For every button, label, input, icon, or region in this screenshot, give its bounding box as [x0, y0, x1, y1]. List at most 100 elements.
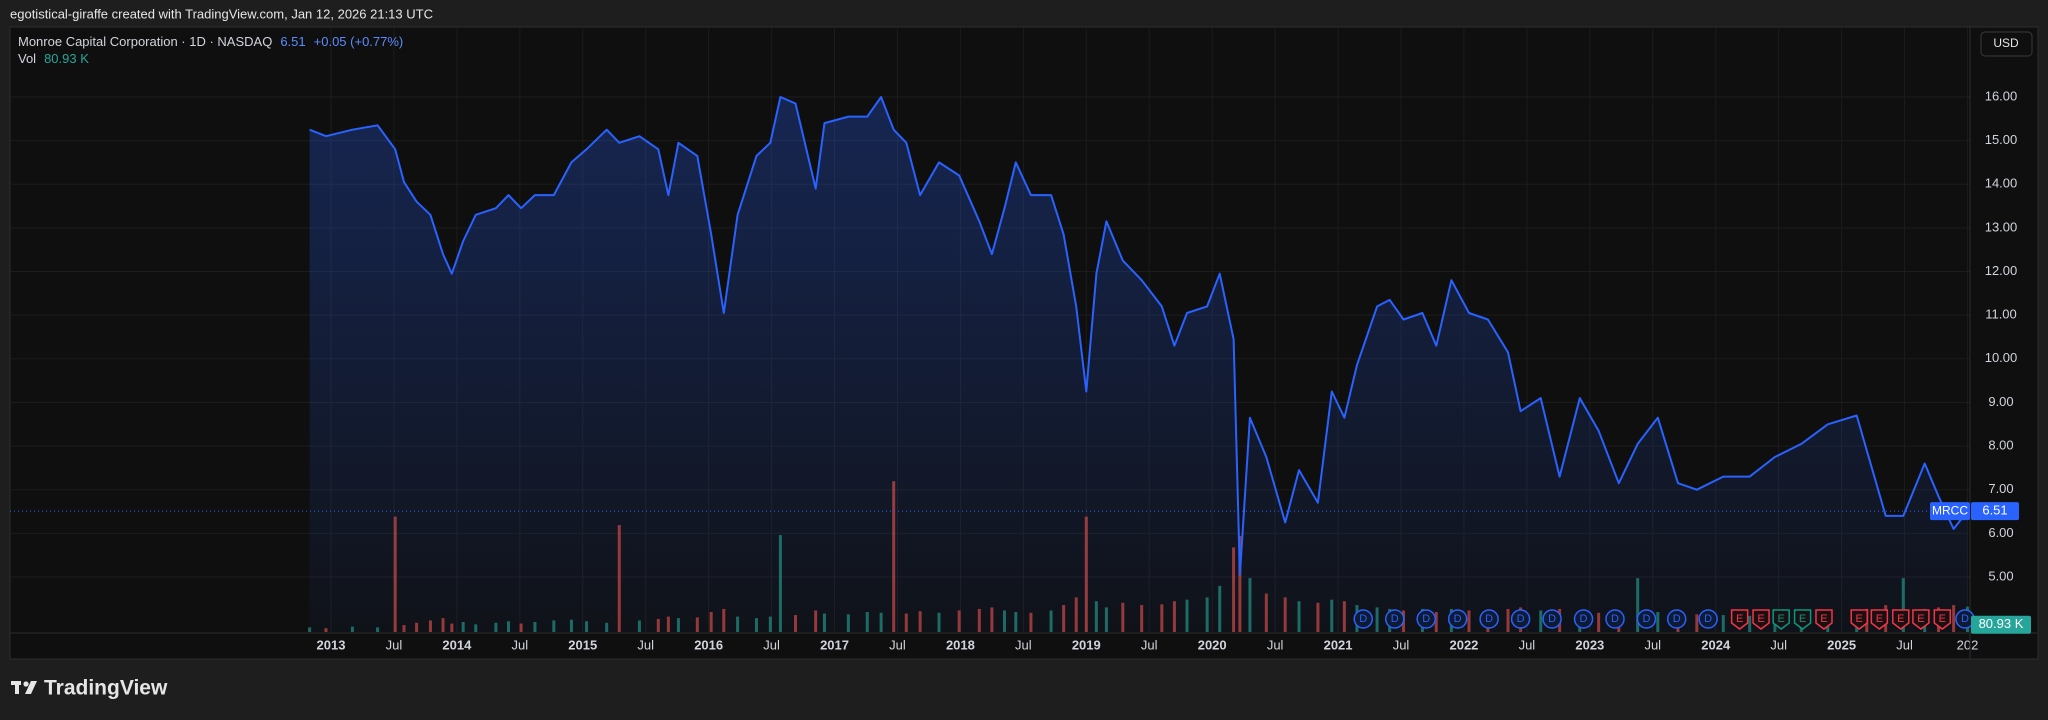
x-tick-label: 2016	[694, 637, 723, 652]
earnings-marker	[1912, 609, 1930, 630]
y-tick-label: 14.00	[1985, 176, 2018, 191]
volume-bar	[494, 622, 498, 632]
volume-bar	[1140, 605, 1144, 632]
x-tick-label: Jul	[889, 637, 906, 652]
volume-bar	[376, 627, 380, 632]
volume-bar	[1721, 615, 1725, 632]
volume-bar	[1049, 610, 1053, 632]
chart-title: Monroe Capital Corporation · 1D · NASDAQ	[18, 34, 272, 49]
volume-bar	[1062, 605, 1066, 632]
event-label: D	[1580, 613, 1588, 625]
volume-bar	[736, 616, 740, 632]
volume-bar	[768, 616, 772, 632]
event-label: D	[1391, 613, 1399, 625]
y-tick-label: 11.00	[1985, 307, 2017, 322]
y-tick-label: 6.00	[1988, 525, 2013, 540]
x-tick-label: Jul	[512, 637, 529, 652]
volume-bar	[1232, 547, 1236, 632]
volume-bar	[918, 611, 922, 632]
event-label: D	[1517, 613, 1525, 625]
volume-bar	[754, 618, 758, 632]
dividend-marker	[1447, 609, 1468, 629]
volume-bar	[1104, 607, 1108, 632]
symbol-tag-label: MRCC	[1932, 503, 1968, 517]
earnings-marker	[1772, 609, 1790, 630]
dividend-marker	[1416, 609, 1436, 629]
volume-bar	[722, 608, 726, 632]
volume-bar	[1084, 516, 1088, 632]
event-label: E	[1820, 613, 1827, 625]
dividend-marker	[1384, 609, 1405, 629]
volume-bar	[822, 613, 826, 632]
volume-bar	[656, 618, 660, 632]
event-label: D	[1704, 613, 1712, 625]
x-tick-label: 2013	[317, 637, 346, 652]
event-label: E	[1856, 613, 1863, 625]
y-tick-label: 12.00	[1985, 263, 2018, 278]
event-label: D	[1961, 613, 1969, 625]
volume-bar	[990, 607, 994, 632]
volume-bar	[1656, 612, 1660, 632]
volume-bar	[1375, 607, 1379, 632]
volume-bar	[519, 623, 523, 632]
y-tick-label: 13.00	[1985, 219, 2018, 234]
x-tick-label: Jul	[1519, 637, 1536, 652]
dividend-marker	[1479, 609, 1499, 629]
volume-tag	[1971, 615, 2031, 634]
volume-bar	[695, 617, 699, 632]
volume-bar	[794, 615, 798, 632]
x-tick-label: Jul	[1896, 637, 1913, 652]
event-label: D	[1454, 613, 1462, 625]
last-price: 6.51	[280, 34, 305, 49]
x-tick-label: Jul	[1644, 637, 1661, 652]
dividend-marker	[1510, 609, 1531, 629]
volume-bar	[441, 618, 445, 632]
y-tick-label: 10.00	[1985, 350, 2018, 365]
volume-bar	[1636, 578, 1640, 632]
volume-bar	[1264, 593, 1268, 632]
volume-bar	[1172, 601, 1176, 632]
volume-bar	[1316, 602, 1320, 632]
y-tick-label: 7.00	[1988, 481, 2013, 496]
x-tick-label: Jul	[763, 637, 780, 652]
event-label: E	[1917, 613, 1924, 625]
volume-bar	[937, 612, 941, 632]
volume-bar	[324, 628, 328, 632]
x-tick-label: Jul	[1015, 637, 1032, 652]
x-tick-label: Jul	[386, 637, 403, 652]
volume-bar	[1901, 578, 1905, 632]
x-tick-label: 2020	[1198, 637, 1227, 652]
volume-bar	[308, 627, 312, 632]
volume-bar	[1342, 601, 1346, 632]
y-tick-label: 9.00	[1988, 394, 2013, 409]
legend-line: Monroe Capital Corporation · 1D · NASDAQ…	[18, 34, 403, 49]
volume-bar	[350, 626, 354, 632]
volume-name: Vol	[18, 51, 36, 66]
dividend-marker	[1698, 609, 1718, 629]
x-tick-label: Jul	[637, 637, 654, 652]
volume-tag-label: 80.93 K	[1979, 616, 2024, 631]
volume-bar	[1330, 599, 1334, 632]
event-label: D	[1359, 613, 1367, 625]
x-tick-label: Jul	[1267, 637, 1284, 652]
volume-bar	[709, 612, 713, 632]
event-label: E	[1876, 613, 1883, 625]
footer-brand: TradingView	[44, 677, 168, 700]
event-label: D	[1673, 613, 1681, 625]
volume-bar	[1506, 608, 1510, 632]
currency-label: USD	[1993, 36, 2019, 50]
volume-bar	[1283, 597, 1287, 632]
dividend-marker	[1636, 609, 1657, 629]
event-label: E	[1799, 613, 1806, 625]
volume-bar	[1748, 615, 1752, 632]
event-label: D	[1611, 613, 1619, 625]
x-tick-label: Jul	[1770, 637, 1787, 652]
volume-bar	[1160, 604, 1164, 632]
x-tick-label: Jul	[1141, 637, 1158, 652]
volume-bar	[1029, 612, 1033, 632]
volume-bar	[1297, 601, 1301, 632]
attribution: egotistical-giraffe created with Trading…	[10, 6, 433, 21]
volume-bar	[393, 516, 397, 632]
currency-button[interactable]	[1980, 31, 2033, 57]
x-tick-label: 2015	[568, 637, 597, 652]
